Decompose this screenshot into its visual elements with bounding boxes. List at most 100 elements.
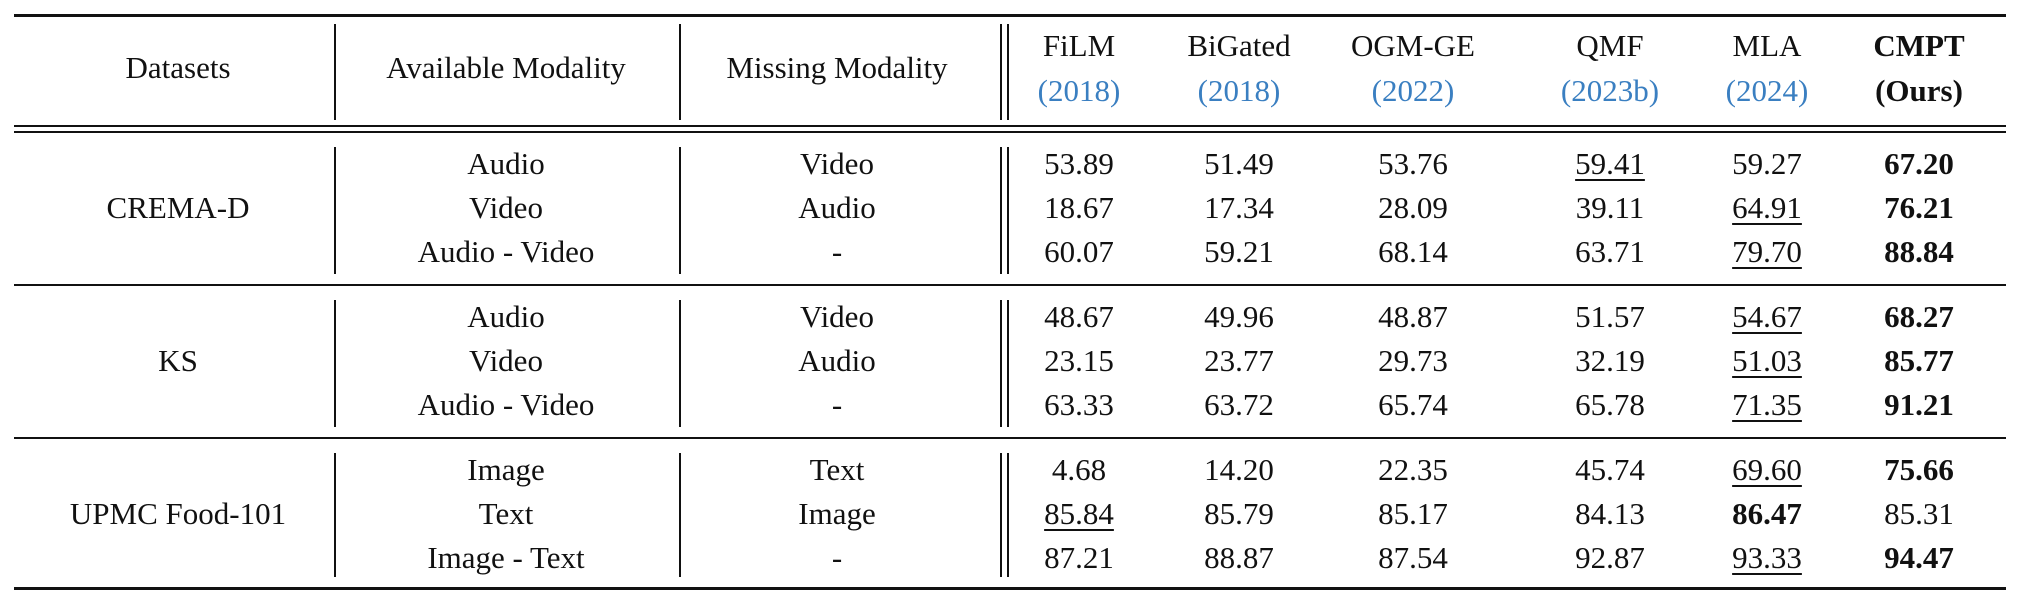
- column-rule: [679, 300, 681, 427]
- score-cell: 94.47: [1884, 540, 1954, 575]
- column-rule: [1000, 24, 1002, 120]
- top-rule: [14, 14, 2006, 17]
- method-name: MLA: [1732, 28, 1802, 63]
- available-modality: Text: [478, 496, 534, 531]
- dataset-name: KS: [158, 343, 198, 378]
- missing-modality: -: [831, 540, 843, 575]
- column-header: Missing Modality: [726, 50, 948, 85]
- missing-modality: -: [831, 387, 843, 422]
- method-year: (Ours): [1875, 73, 1963, 108]
- available-modality: Image - Text: [427, 540, 585, 575]
- score-cell: 64.91: [1732, 190, 1802, 225]
- score-cell: 29.73: [1378, 343, 1448, 378]
- score-cell: 51.49: [1204, 146, 1274, 181]
- score-cell: 60.07: [1044, 234, 1114, 269]
- dataset-name: UPMC Food-101: [69, 496, 287, 531]
- available-modality: Audio: [467, 299, 545, 334]
- score-cell: 65.74: [1378, 387, 1448, 422]
- header-rule: [14, 125, 2006, 127]
- score-cell: 28.09: [1378, 190, 1448, 225]
- score-cell: 88.87: [1204, 540, 1274, 575]
- score-cell: 45.74: [1575, 452, 1645, 487]
- score-cell: 87.21: [1044, 540, 1114, 575]
- score-cell: 84.13: [1575, 496, 1645, 531]
- missing-modality: Video: [800, 146, 874, 181]
- score-cell: 48.67: [1044, 299, 1114, 334]
- score-cell: 59.21: [1204, 234, 1274, 269]
- score-cell: 71.35: [1732, 387, 1802, 422]
- column-rule: [1000, 147, 1002, 274]
- score-cell: 14.20: [1204, 452, 1274, 487]
- score-cell: 65.78: [1575, 387, 1645, 422]
- group-rule: [14, 437, 2006, 439]
- score-cell: 67.20: [1884, 146, 1954, 181]
- method-name: OGM-GE: [1351, 28, 1475, 63]
- score-cell: 32.19: [1575, 343, 1645, 378]
- score-cell: 23.15: [1044, 343, 1114, 378]
- column-rule: [334, 24, 336, 120]
- method-year: (2024): [1725, 73, 1809, 108]
- missing-modality: Video: [800, 299, 874, 334]
- column-rule: [1000, 300, 1002, 427]
- score-cell: 49.96: [1204, 299, 1274, 334]
- score-cell: 54.67: [1732, 299, 1802, 334]
- score-cell: 23.77: [1204, 343, 1274, 378]
- score-cell: 17.34: [1204, 190, 1274, 225]
- score-cell: 48.87: [1378, 299, 1448, 334]
- score-cell: 18.67: [1044, 190, 1114, 225]
- missing-modality: Image: [798, 496, 876, 531]
- score-cell: 59.41: [1575, 146, 1645, 181]
- method-year: (2022): [1371, 73, 1455, 108]
- score-cell: 51.03: [1732, 343, 1802, 378]
- header-rule: [14, 131, 2006, 133]
- available-modality: Video: [469, 343, 543, 378]
- score-cell: 88.84: [1884, 234, 1954, 269]
- method-name: FiLM: [1042, 28, 1116, 63]
- score-cell: 87.54: [1378, 540, 1448, 575]
- score-cell: 63.33: [1044, 387, 1114, 422]
- score-cell: 68.14: [1378, 234, 1448, 269]
- method-year: (2018): [1197, 73, 1281, 108]
- score-cell: 51.57: [1575, 299, 1645, 334]
- method-name: CMPT: [1873, 28, 1965, 63]
- missing-modality: Audio: [798, 190, 876, 225]
- score-cell: 4.68: [1051, 452, 1107, 487]
- available-modality: Audio - Video: [417, 387, 595, 422]
- missing-modality: Text: [809, 452, 865, 487]
- method-year: (2018): [1037, 73, 1121, 108]
- method-name: QMF: [1576, 28, 1644, 63]
- score-cell: 22.35: [1378, 452, 1448, 487]
- dataset-name: CREMA-D: [106, 190, 250, 225]
- column-rule: [679, 147, 681, 274]
- available-modality: Audio - Video: [417, 234, 595, 269]
- available-modality: Audio: [467, 146, 545, 181]
- column-rule: [1007, 453, 1009, 577]
- score-cell: 92.87: [1575, 540, 1645, 575]
- column-rule: [679, 24, 681, 120]
- available-modality: Image: [467, 452, 545, 487]
- bottom-rule: [14, 587, 2006, 590]
- column-rule: [679, 453, 681, 577]
- score-cell: 85.31: [1884, 496, 1954, 531]
- score-cell: 85.17: [1378, 496, 1448, 531]
- column-rule: [1007, 300, 1009, 427]
- column-rule: [1007, 147, 1009, 274]
- score-cell: 86.47: [1732, 496, 1802, 531]
- column-rule: [334, 300, 336, 427]
- score-cell: 75.66: [1884, 452, 1954, 487]
- score-cell: 53.76: [1378, 146, 1448, 181]
- method-year: (2023b): [1560, 73, 1660, 108]
- column-header: Datasets: [125, 50, 231, 85]
- column-rule: [334, 453, 336, 577]
- score-cell: 79.70: [1732, 234, 1802, 269]
- score-cell: 63.71: [1575, 234, 1645, 269]
- score-cell: 91.21: [1884, 387, 1954, 422]
- score-cell: 76.21: [1884, 190, 1954, 225]
- score-cell: 93.33: [1732, 540, 1802, 575]
- column-rule: [334, 147, 336, 274]
- method-name: BiGated: [1187, 28, 1291, 63]
- column-rule: [1007, 24, 1009, 120]
- score-cell: 68.27: [1884, 299, 1954, 334]
- missing-modality: Audio: [798, 343, 876, 378]
